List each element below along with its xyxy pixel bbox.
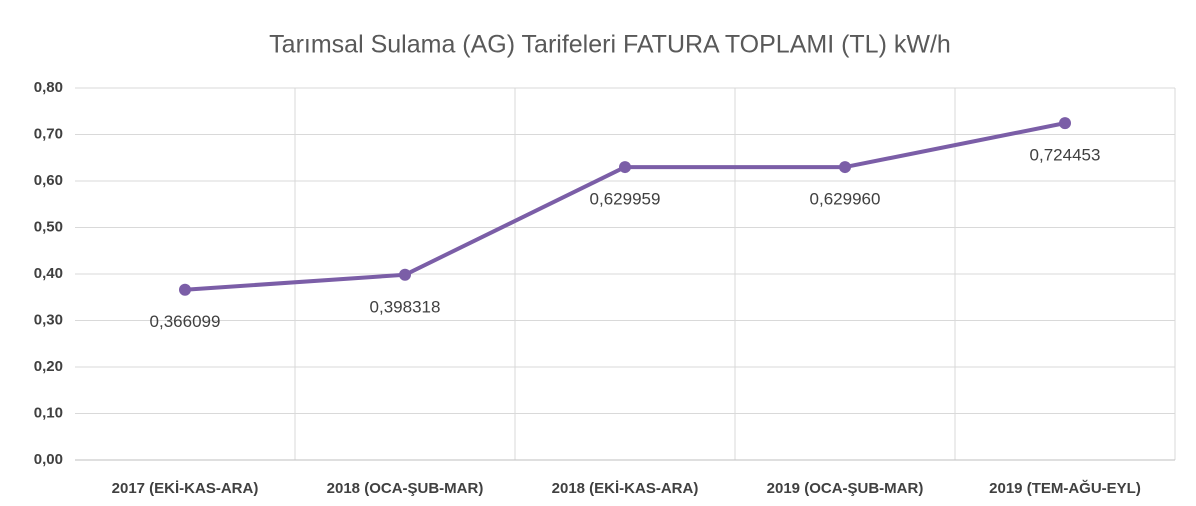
data-label: 0,724453 [1030, 146, 1101, 165]
x-tick-label: 2019 (TEM-AĞU-EYL) [989, 479, 1141, 497]
x-tick-label: 2019 (OCA-ŞUB-MAR) [767, 480, 924, 497]
y-tick-label: 0,30 [34, 311, 63, 328]
y-tick-label: 0,00 [34, 451, 63, 468]
data-label: 0,629959 [590, 190, 661, 209]
y-tick-label: 0,60 [34, 172, 63, 189]
y-tick-label: 0,50 [34, 218, 63, 235]
y-tick-label: 0,40 [34, 265, 63, 282]
data-label: 0,629960 [810, 190, 881, 209]
data-point [399, 268, 411, 281]
y-tick-label: 0,80 [34, 79, 63, 96]
data-point [1059, 117, 1071, 130]
x-tick-label: 2017 (EKİ-KAS-ARA) [112, 480, 259, 497]
data-point [179, 283, 191, 296]
data-label: 0,398318 [370, 297, 441, 316]
chart-title: Tarımsal Sulama (AG) Tarifeleri FATURA T… [269, 31, 951, 59]
y-tick-label: 0,20 [34, 358, 63, 375]
data-label: 0,366099 [150, 312, 221, 331]
data-point [839, 161, 851, 174]
y-tick-label: 0,70 [34, 125, 63, 142]
x-tick-label: 2018 (OCA-ŞUB-MAR) [327, 480, 484, 497]
x-tick-label: 2018 (EKİ-KAS-ARA) [552, 480, 699, 497]
data-point [619, 161, 631, 174]
y-tick-label: 0,10 [34, 404, 63, 421]
